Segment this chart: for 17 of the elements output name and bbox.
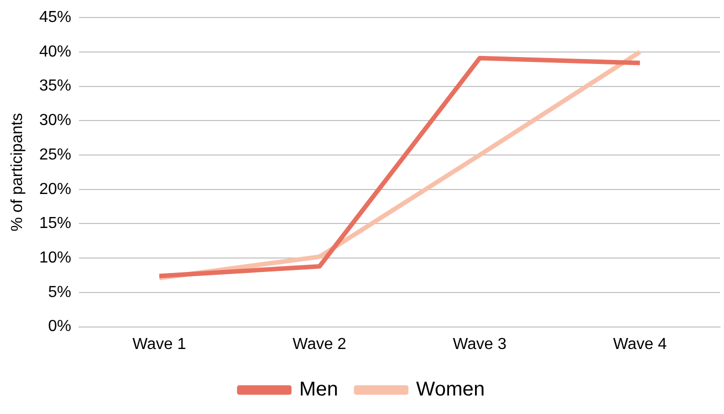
y-tick-label: 20% [39, 180, 72, 198]
legend-label: Women [416, 378, 485, 401]
y-tick-label: 10% [39, 249, 72, 266]
y-axis-title: % of participants [9, 113, 26, 232]
x-tick-label: Wave 3 [452, 336, 507, 353]
y-tick-label: 30% [39, 112, 72, 130]
y-tick-label: 15% [39, 215, 72, 232]
y-tick-label: 25% [39, 146, 72, 164]
x-tick-label: Wave 2 [292, 336, 346, 353]
y-tick-label: 35% [39, 78, 72, 95]
y-tick-label: 45% [39, 9, 72, 26]
x-tick-label: Wave 4 [613, 336, 667, 353]
legend-label: Men [299, 378, 338, 401]
y-tick-label: 5% [48, 284, 72, 301]
y-tick-label: 0% [48, 318, 72, 336]
y-tick-label: 40% [39, 43, 72, 60]
x-tick-label: Wave 1 [132, 336, 186, 353]
